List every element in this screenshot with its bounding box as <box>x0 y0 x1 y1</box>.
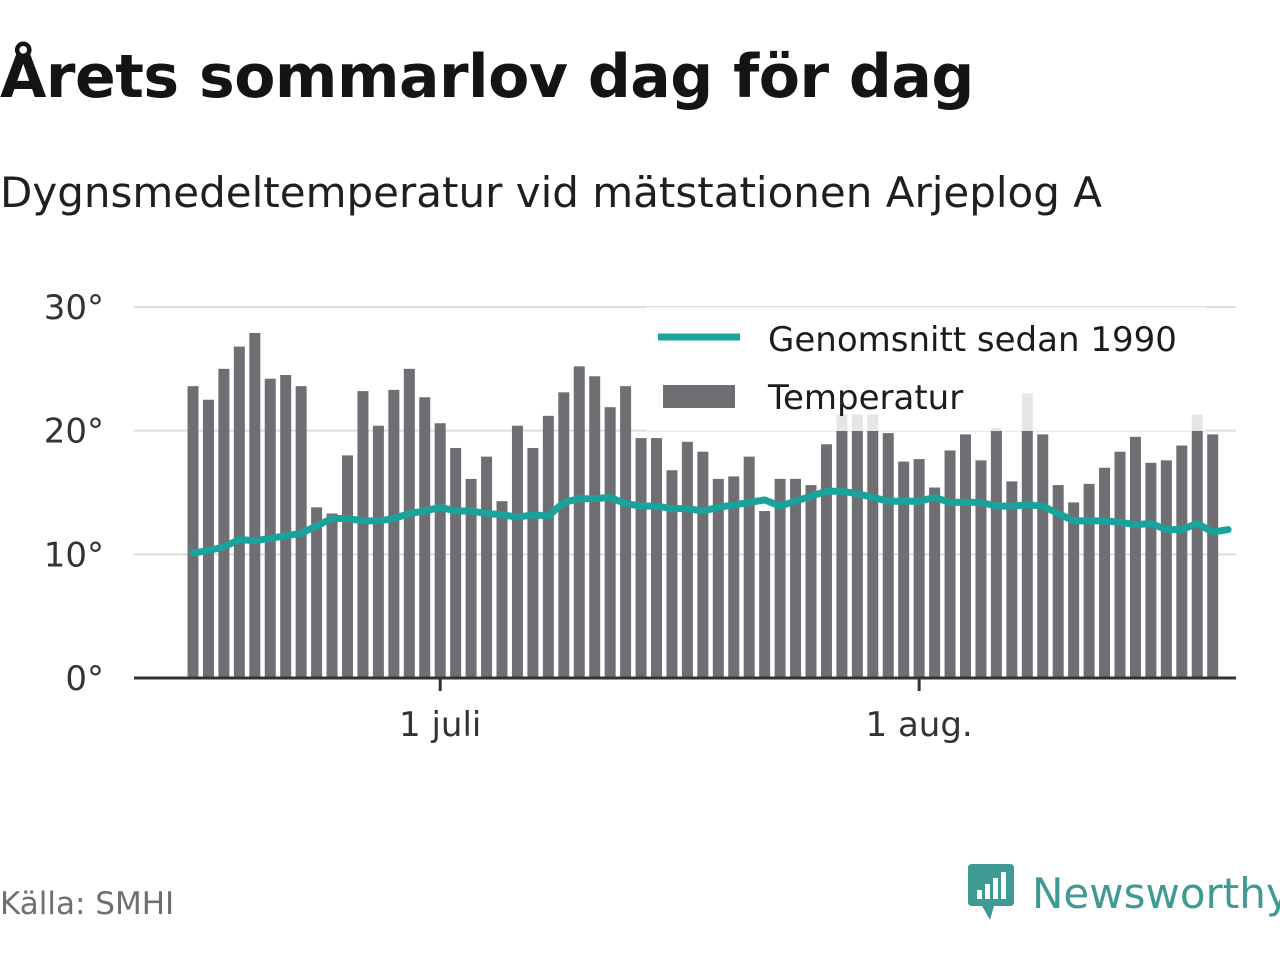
y-axis-labels: 0° 10° 20° 30° <box>44 288 104 699</box>
temperature-bar <box>913 459 925 678</box>
y-tick-label: 0° <box>65 659 104 699</box>
temperature-bar <box>589 376 601 678</box>
temperature-bar <box>558 392 570 678</box>
temperature-bar <box>1068 502 1080 678</box>
temperature-bar <box>1145 462 1157 678</box>
temperature-bar <box>620 386 632 678</box>
temperature-bar <box>604 407 616 678</box>
temperature-bar <box>1052 485 1064 678</box>
temperature-bar <box>403 368 415 678</box>
brand-logo[interactable]: Newsworthy <box>964 862 1280 924</box>
temperature-bar <box>1083 483 1095 678</box>
temperature-bar <box>264 378 276 678</box>
x-axis: 1 juli 1 aug. <box>134 676 1236 745</box>
newsworthy-logo-icon <box>968 864 1014 920</box>
average-line-group <box>189 487 1232 557</box>
temperature-bar <box>666 470 678 678</box>
temperature-bar <box>805 485 817 678</box>
temperature-bar <box>820 444 832 678</box>
temperature-bar <box>1006 481 1018 678</box>
temperature-bar <box>1207 434 1219 678</box>
chart-subtitle: Dygnsmedeltemperatur vid mätstationen Ar… <box>0 168 1102 217</box>
temperature-bar <box>481 456 493 678</box>
temperature-bar <box>975 460 987 678</box>
temperature-bar <box>1037 434 1049 678</box>
temperature-bar <box>1129 436 1141 678</box>
temperature-bar <box>712 478 724 678</box>
temperature-bar <box>511 425 523 678</box>
legend: Genomsnitt sedan 1990 Temperatur <box>646 307 1206 431</box>
temperature-bar <box>836 414 848 678</box>
temperature-bar <box>867 414 879 678</box>
temperature-bar <box>249 332 261 678</box>
temperature-bar <box>434 423 446 678</box>
temperature-bar <box>573 366 585 678</box>
temperature-bar <box>882 433 894 678</box>
temperature-bar <box>357 391 369 678</box>
temperature-bar <box>280 375 292 678</box>
temperature-bar <box>990 428 1002 678</box>
temperature-bar <box>218 368 230 678</box>
temperature-bar <box>372 425 384 678</box>
average-line <box>189 487 1232 557</box>
legend-swatch-temperature <box>663 385 735 408</box>
temperature-bar <box>388 389 400 678</box>
source-label: Källa: SMHI <box>0 886 175 922</box>
brand-name: Newsworthy <box>1032 868 1280 918</box>
temperature-bar <box>496 501 508 678</box>
temperature-bar <box>929 487 941 678</box>
temperature-bar <box>1160 460 1172 678</box>
temperature-bar <box>851 414 863 678</box>
temperature-bar <box>342 455 353 678</box>
temperature-bars <box>187 332 1219 678</box>
temperature-bar <box>898 461 910 678</box>
temperature-bar <box>233 346 245 678</box>
temperature-bar <box>187 386 199 678</box>
legend-label-average: Genomsnitt sedan 1990 <box>768 320 1177 360</box>
temperature-chart: 0° 10° 20° 30° 1 juli 1 aug. Genomsnitt seda… <box>44 288 1236 745</box>
temperature-bar <box>1176 445 1188 678</box>
y-tick-label: 30° <box>44 288 104 328</box>
temperature-bar <box>542 415 554 678</box>
temperature-bar <box>681 441 693 678</box>
temperature-bar <box>326 513 338 678</box>
temperature-bar <box>1114 451 1126 678</box>
temperature-bar <box>202 399 214 678</box>
temperature-bar <box>960 434 971 678</box>
x-tick-label: 1 aug. <box>866 705 973 745</box>
temperature-bar <box>635 438 647 678</box>
x-tick-label: 1 juli <box>399 705 481 745</box>
temperature-bar <box>419 397 431 678</box>
temperature-bar <box>1099 467 1111 678</box>
temperature-bar <box>743 456 755 678</box>
temperature-bar <box>527 447 539 678</box>
temperature-bar <box>944 450 956 678</box>
legend-label-temperature: Temperatur <box>767 378 963 418</box>
y-tick-label: 20° <box>44 412 104 452</box>
y-tick-label: 10° <box>44 535 104 575</box>
temperature-bar <box>774 478 786 678</box>
legend-background <box>646 307 1206 431</box>
temperature-bar <box>790 478 802 678</box>
temperature-bar <box>1191 414 1203 678</box>
temperature-bar <box>728 476 740 678</box>
temperature-bar <box>759 511 771 678</box>
temperature-bar <box>651 438 662 678</box>
temperature-bar <box>311 507 323 678</box>
chart-title: Årets sommarlov dag för dag <box>0 42 974 112</box>
temperature-bar <box>465 478 477 678</box>
temperature-bar <box>697 451 709 678</box>
temperature-bar <box>450 447 462 678</box>
temperature-bar <box>1021 393 1033 678</box>
